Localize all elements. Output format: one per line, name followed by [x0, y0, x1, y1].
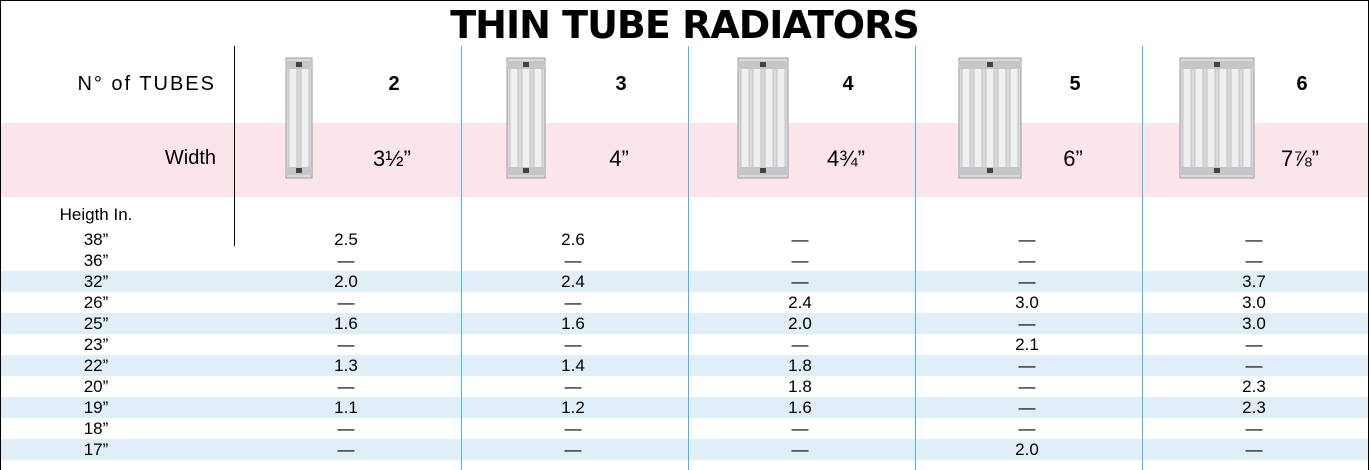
tube-count: 6 — [1272, 73, 1332, 96]
table-cell: — — [987, 377, 1067, 397]
table-cell: 3.0 — [987, 293, 1067, 313]
table-cell: — — [760, 272, 840, 292]
width-value: 6” — [1033, 146, 1113, 172]
table-cell: 1.4 — [533, 356, 613, 376]
tube-count: 5 — [1045, 73, 1105, 96]
height-value: 22” — [56, 356, 136, 376]
table-cell: — — [533, 440, 613, 460]
table-cell: 2.3 — [1214, 398, 1294, 418]
table-cell: — — [533, 419, 613, 439]
row-band — [1, 439, 1368, 460]
row-band — [1, 313, 1368, 334]
width-label: Width — [1, 147, 216, 170]
table-cell: — — [533, 377, 613, 397]
table-cell: 3.7 — [1214, 272, 1294, 292]
radiator-icon — [285, 57, 313, 179]
table-cell: — — [1214, 230, 1294, 250]
table-cell: 2.1 — [987, 335, 1067, 355]
height-value: 20” — [56, 377, 136, 397]
table-cell: — — [760, 440, 840, 460]
radiator-icon — [737, 57, 789, 179]
height-value: 25” — [56, 314, 136, 334]
height-value: 19” — [56, 398, 136, 418]
table-cell: 2.0 — [760, 314, 840, 334]
table-cell: 2.4 — [533, 272, 613, 292]
height-value: 23” — [56, 335, 136, 355]
table-cell: — — [533, 293, 613, 313]
table-cell: 2.4 — [760, 293, 840, 313]
table-cell: 2.6 — [533, 230, 613, 250]
table-cell: — — [533, 251, 613, 271]
table-cell: — — [1214, 419, 1294, 439]
table-cell: — — [760, 251, 840, 271]
table-cell: — — [760, 230, 840, 250]
table-cell: 1.6 — [306, 314, 386, 334]
radiator-icon — [506, 57, 546, 179]
height-value: 36” — [56, 251, 136, 271]
table-cell: — — [533, 335, 613, 355]
height-value: 38” — [56, 230, 136, 250]
table-cell: 1.3 — [306, 356, 386, 376]
height-value: 18” — [56, 419, 136, 439]
tubes-label: N° of TUBES — [1, 73, 216, 96]
divider — [234, 46, 235, 246]
table-cell: 3.0 — [1214, 293, 1294, 313]
table-cell: — — [1214, 251, 1294, 271]
table-cell: — — [987, 419, 1067, 439]
page: THIN TUBE RADIATORS N° of TUBES Width He… — [0, 0, 1369, 470]
height-label: Heigth In. — [56, 205, 136, 225]
radiator-icon — [1179, 57, 1255, 179]
table-cell: 2.0 — [987, 440, 1067, 460]
column-divider — [1142, 46, 1143, 470]
height-value: 17” — [56, 440, 136, 460]
column-divider — [915, 46, 916, 470]
table-cell: 2.0 — [306, 272, 386, 292]
table-cell: — — [987, 398, 1067, 418]
height-value: 26” — [56, 293, 136, 313]
height-value: 32” — [56, 272, 136, 292]
table-cell: — — [987, 356, 1067, 376]
tube-count: 4 — [818, 73, 878, 96]
table-cell: — — [306, 335, 386, 355]
table-cell: — — [306, 251, 386, 271]
table-cell: 1.1 — [306, 398, 386, 418]
table-cell: 1.2 — [533, 398, 613, 418]
table-cell: 1.8 — [760, 356, 840, 376]
table-cell: 2.5 — [306, 230, 386, 250]
row-band — [1, 355, 1368, 376]
table-cell: — — [306, 419, 386, 439]
width-value: 4” — [579, 146, 659, 172]
table-cell: — — [1214, 335, 1294, 355]
table-cell: — — [1214, 356, 1294, 376]
row-band — [1, 397, 1368, 418]
table-cell: — — [987, 272, 1067, 292]
title: THIN TUBE RADIATORS — [1, 3, 1368, 47]
row-band — [1, 271, 1368, 292]
width-value: 3½” — [352, 146, 432, 172]
table-cell: — — [987, 230, 1067, 250]
table-cell: — — [987, 251, 1067, 271]
tube-count: 3 — [591, 73, 651, 96]
column-divider — [461, 46, 462, 470]
table-cell: — — [760, 419, 840, 439]
width-value: 4¾” — [806, 146, 886, 172]
table-cell: 3.0 — [1214, 314, 1294, 334]
table-cell: — — [306, 293, 386, 313]
table-cell: — — [306, 440, 386, 460]
table-cell: — — [987, 314, 1067, 334]
table-cell: — — [1214, 440, 1294, 460]
width-value: 7⅞” — [1260, 146, 1340, 172]
tube-count: 2 — [364, 73, 424, 96]
table-cell: 2.3 — [1214, 377, 1294, 397]
table-cell: — — [760, 335, 840, 355]
column-divider — [688, 46, 689, 470]
table-cell: 1.6 — [760, 398, 840, 418]
table-cell: 1.6 — [533, 314, 613, 334]
table-cell: — — [306, 377, 386, 397]
table-cell: 1.8 — [760, 377, 840, 397]
radiator-icon — [958, 57, 1022, 179]
